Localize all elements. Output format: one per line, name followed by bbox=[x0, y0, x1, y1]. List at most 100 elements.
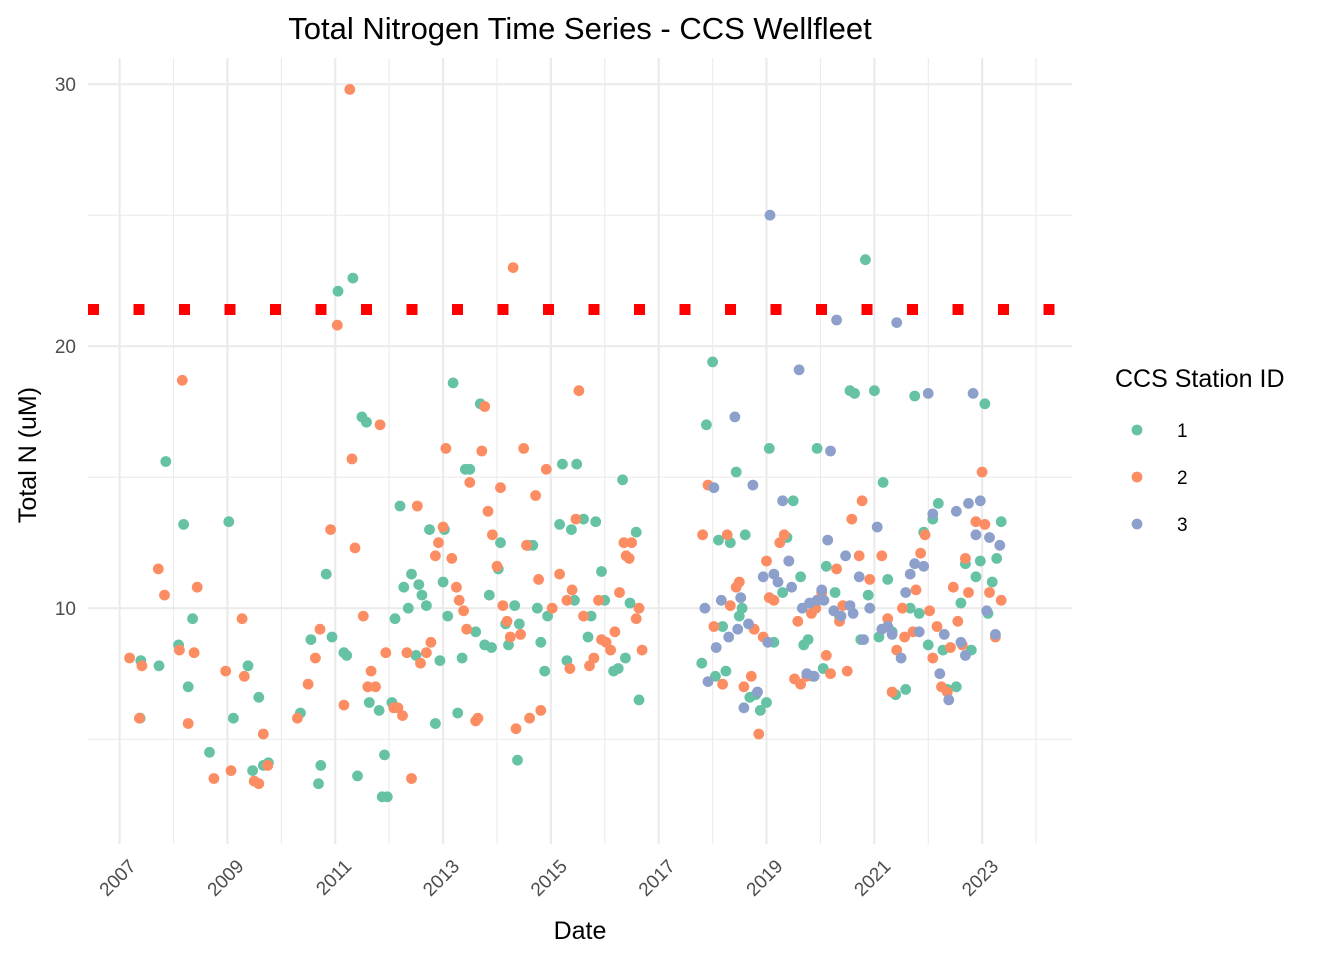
point-station-2 bbox=[774, 537, 786, 549]
point-station-1 bbox=[182, 681, 194, 693]
point-station-2 bbox=[437, 521, 449, 533]
point-station-3 bbox=[984, 532, 995, 543]
point-station-3 bbox=[786, 581, 797, 593]
point-station-1 bbox=[320, 568, 332, 580]
point-station-2 bbox=[891, 644, 903, 656]
point-station-2 bbox=[401, 647, 413, 659]
point-station-2 bbox=[636, 644, 648, 656]
point-station-1 bbox=[913, 608, 925, 619]
point-station-1 bbox=[761, 697, 772, 708]
point-station-2 bbox=[600, 636, 612, 648]
point-station-2 bbox=[392, 702, 404, 714]
point-station-2 bbox=[292, 712, 303, 724]
point-station-1 bbox=[513, 618, 525, 630]
x-tick-label: 2007 bbox=[96, 856, 141, 901]
point-station-1 bbox=[341, 650, 353, 661]
point-station-2 bbox=[540, 463, 552, 475]
point-station-3 bbox=[904, 568, 916, 580]
point-station-1 bbox=[974, 555, 986, 567]
point-station-3 bbox=[858, 634, 869, 645]
point-station-2 bbox=[518, 443, 530, 454]
legend-label-3: 3 bbox=[1177, 515, 1188, 536]
point-station-2 bbox=[618, 537, 630, 549]
point-station-1 bbox=[447, 377, 459, 389]
point-station-2 bbox=[614, 587, 625, 598]
point-station-3 bbox=[909, 558, 921, 570]
point-station-3 bbox=[990, 629, 1001, 640]
point-station-2 bbox=[362, 681, 374, 693]
point-station-1 bbox=[571, 458, 583, 470]
point-station-2 bbox=[159, 589, 170, 601]
point-station-1 bbox=[416, 589, 428, 601]
point-station-1 bbox=[754, 705, 766, 716]
point-station-2 bbox=[846, 513, 858, 525]
point-station-2 bbox=[314, 623, 326, 635]
point-station-2 bbox=[349, 542, 361, 554]
point-station-2 bbox=[134, 712, 145, 724]
point-station-1 bbox=[483, 589, 495, 601]
point-station-1 bbox=[187, 613, 199, 625]
point-station-1 bbox=[795, 571, 806, 583]
point-station-1 bbox=[326, 631, 338, 643]
point-station-1 bbox=[877, 477, 889, 488]
point-station-2 bbox=[421, 647, 432, 659]
point-station-2 bbox=[510, 723, 522, 735]
point-station-2 bbox=[564, 663, 576, 674]
point-station-3 bbox=[963, 498, 974, 509]
point-station-3 bbox=[729, 411, 741, 423]
point-station-1 bbox=[204, 746, 215, 758]
point-station-1 bbox=[413, 579, 425, 590]
point-station-1 bbox=[347, 272, 359, 284]
point-station-2 bbox=[820, 650, 832, 661]
x-tick-label: 2011 bbox=[312, 856, 356, 900]
point-station-2 bbox=[262, 760, 274, 771]
point-station-3 bbox=[974, 495, 986, 507]
point-station-3 bbox=[831, 314, 842, 326]
point-station-1 bbox=[777, 587, 788, 598]
point-station-1 bbox=[596, 566, 607, 577]
point-station-2 bbox=[397, 710, 408, 721]
point-station-1 bbox=[535, 636, 547, 648]
point-station-3 bbox=[772, 576, 784, 588]
point-station-2 bbox=[124, 652, 135, 664]
point-station-1 bbox=[582, 631, 594, 643]
point-station-2 bbox=[487, 529, 498, 541]
x-tick-label: 2009 bbox=[204, 856, 249, 901]
point-station-2 bbox=[566, 584, 578, 596]
point-station-2 bbox=[152, 563, 164, 575]
point-station-1 bbox=[470, 626, 482, 638]
x-tick-label: 2023 bbox=[958, 856, 1003, 901]
point-station-2 bbox=[724, 600, 736, 611]
point-station-1 bbox=[585, 610, 597, 622]
point-station-2 bbox=[136, 660, 148, 672]
point-station-1 bbox=[509, 600, 521, 611]
point-station-2 bbox=[753, 728, 765, 740]
x-tick-label: 2019 bbox=[743, 856, 788, 901]
point-station-2 bbox=[521, 539, 532, 551]
point-station-1 bbox=[701, 419, 712, 431]
point-station-2 bbox=[374, 419, 386, 431]
legend-label-1: 1 bbox=[1177, 421, 1188, 442]
point-station-2 bbox=[380, 647, 392, 659]
point-station-1 bbox=[979, 398, 991, 410]
point-station-2 bbox=[357, 610, 369, 622]
point-station-2 bbox=[535, 705, 547, 716]
point-station-3 bbox=[764, 209, 776, 221]
point-station-1 bbox=[315, 760, 327, 771]
point-station-2 bbox=[886, 686, 898, 698]
point-station-2 bbox=[310, 652, 321, 664]
point-station-2 bbox=[464, 477, 476, 488]
point-station-1 bbox=[909, 390, 921, 402]
x-tick-label: 2013 bbox=[419, 856, 464, 901]
point-station-3 bbox=[732, 623, 744, 635]
point-station-2 bbox=[630, 613, 642, 625]
point-station-1 bbox=[153, 660, 165, 672]
point-station-1 bbox=[379, 749, 390, 761]
point-station-3 bbox=[816, 584, 828, 596]
point-station-2 bbox=[476, 445, 488, 457]
point-station-2 bbox=[338, 699, 350, 711]
point-station-3 bbox=[955, 636, 967, 648]
point-station-2 bbox=[882, 613, 894, 625]
point-station-2 bbox=[952, 615, 964, 627]
point-station-1 bbox=[332, 285, 344, 297]
